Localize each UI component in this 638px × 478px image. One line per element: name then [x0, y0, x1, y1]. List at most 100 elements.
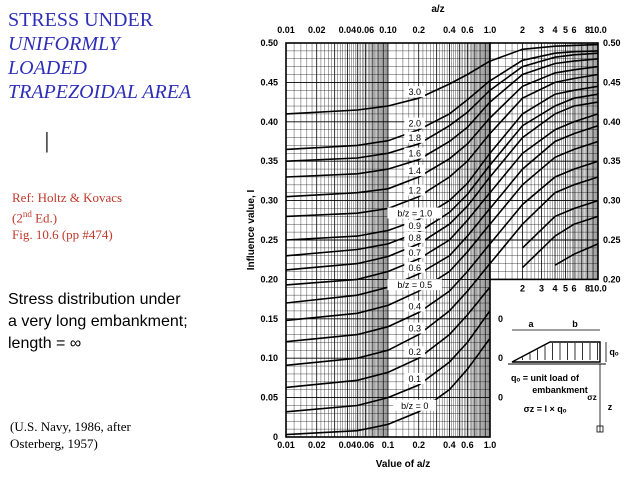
curve-label: 2.0 [408, 119, 421, 129]
curve-5 [285, 223, 491, 322]
y-tick-left: 0.45 [260, 77, 278, 87]
curve-14 [285, 89, 491, 162]
curve-12 [285, 117, 491, 198]
x-tick-mid-right: 2 [520, 283, 525, 293]
description-line-2: a very long embankment; [8, 313, 188, 330]
curve-6 [285, 207, 491, 304]
x-tick-mid-right: 6 [572, 283, 577, 293]
curve-right-0 [554, 243, 599, 266]
title-line-4: TRAPEZOIDAL AREA [8, 81, 192, 103]
dim-a-label: a [528, 319, 534, 329]
y-tick-right: 0.40 [603, 117, 621, 127]
x-tick-mid-right: 10.0 [589, 283, 607, 293]
inset-formula: σz = I × qₒ [524, 404, 567, 414]
source-block: (U.S. Navy, 1986, after Osterberg, 1957) [10, 418, 131, 452]
x-tick-top: 0.10 [379, 25, 397, 35]
description-line-3: length = ∞ [8, 335, 82, 352]
curve-label-bg [404, 231, 426, 243]
curve-label-bg [404, 300, 426, 312]
stress-point [596, 425, 604, 433]
ref-edition-pre: (2 [12, 210, 23, 226]
x-tick-top: 0.2 [412, 25, 425, 35]
x-tick-bottom: 0.01 [277, 440, 295, 450]
x-tick-top: 0.06 [357, 25, 375, 35]
y-tick-left: 0.50 [260, 38, 278, 48]
y-tick-right: 0.45 [603, 77, 621, 87]
curve-label-bg [404, 147, 426, 159]
y-tick-left: 0 [273, 432, 278, 442]
x-tick-top: 0.04 [339, 25, 357, 35]
x-tick-top-right: 4 [553, 25, 558, 35]
curve-13 [285, 101, 491, 178]
curve-16 [285, 60, 491, 115]
curve-right-2 [521, 199, 599, 249]
y-tick-right: 0.50 [603, 38, 621, 48]
curve-label: 1.6 [408, 149, 421, 159]
curve-label-bg [404, 346, 426, 358]
ref-edition-post: Ed.) [31, 210, 58, 226]
curve-right-12 [489, 65, 599, 119]
curve-label: 1.8 [408, 133, 421, 143]
y-tick-left: 0.20 [260, 274, 278, 284]
curve-4 [285, 243, 491, 343]
dim-b-label: b [572, 319, 578, 329]
curve-label: 3.0 [408, 87, 421, 97]
curve-label-bg [393, 399, 437, 411]
curve-right-7 [489, 113, 599, 194]
curve-label: b/z = 0.5 [397, 280, 432, 290]
x-tick-bottom: 0.1 [382, 440, 395, 450]
y-tick-left: 0.10 [260, 353, 278, 363]
title-line-1: STRESS UNDER [8, 9, 154, 31]
curve-label-bg [404, 117, 426, 129]
curve-right-10 [489, 85, 599, 154]
x-tick-bottom: 0.04 [339, 440, 357, 450]
x-tick-top: 0.4 [443, 25, 456, 35]
curve-label-bg [404, 322, 426, 334]
x-tick-bottom: 0.06 [357, 440, 375, 450]
x-tick-top-right: 10.0 [589, 25, 607, 35]
curve-right-3 [489, 176, 599, 265]
curves [285, 43, 599, 436]
curve-label-bg [404, 184, 426, 196]
curve-right-13 [489, 58, 599, 103]
curve-2 [285, 286, 491, 389]
y-tick-left: 0.05 [260, 393, 278, 403]
curve-label: b/z = 0 [401, 401, 428, 411]
curve-right-1 [521, 215, 599, 269]
curve-label-bg [387, 207, 442, 219]
curve-right-15 [489, 50, 599, 82]
y-axis-title: Influence value, I [246, 189, 257, 270]
x-tick-top: 0.01 [277, 25, 295, 35]
curve-8 [285, 176, 491, 271]
curve-label: b/z = 1.0 [397, 209, 432, 219]
x-tick-top-right: 6 [572, 25, 577, 35]
text-cursor: | [44, 128, 50, 153]
y-tick-left: 0.25 [260, 235, 278, 245]
curve-15 [285, 80, 491, 151]
ref-line-1: Ref: Holtz & Kovacs [12, 190, 123, 205]
title-line-3: LOADED [8, 57, 87, 79]
x-tick-top: 0.02 [308, 25, 326, 35]
curve-label: 0.1 [408, 374, 421, 384]
description-line-1: Stress distribution under [8, 291, 181, 308]
curve-right-16 [489, 43, 599, 62]
curve-1 [285, 310, 491, 413]
load-trapezoid [511, 341, 601, 363]
curve-labels: b/z = 0 0.1 0.2 0.3 0.4 b/z = 0.5 0.6 0.7 0.8 0.9… [387, 86, 442, 411]
curve-label-bg [404, 372, 426, 384]
inset-note-2: embankment [532, 385, 588, 395]
y-tick-left: 0.35 [260, 156, 278, 166]
curve-label-bg [404, 131, 426, 143]
x-tick-bottom: 0.4 [443, 440, 456, 450]
slide-title: STRESS UNDER UNIFORMLY LOADED TRAPEZOIDA… [8, 8, 191, 104]
curve-right-9 [489, 93, 599, 166]
curve-label-bg [404, 246, 426, 258]
x-tick-mid-right: 3 [539, 283, 544, 293]
curve-label: 0.6 [408, 263, 421, 273]
curve-right-14 [489, 52, 599, 91]
qo-label: qₒ [609, 347, 618, 357]
y-tick-right: 0.20 [603, 274, 621, 284]
curve-0 [285, 338, 491, 436]
title-line-2: UNIFORMLY [8, 33, 120, 55]
